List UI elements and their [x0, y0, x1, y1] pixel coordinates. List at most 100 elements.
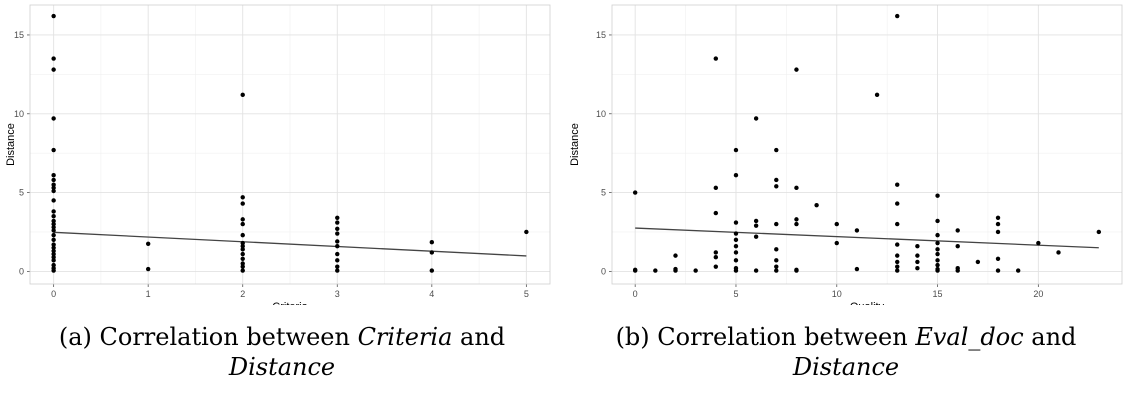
caption-a-prefix: (a) Correlation between — [58, 323, 358, 351]
data-point — [774, 247, 779, 252]
data-point — [240, 221, 245, 227]
data-point — [1096, 229, 1102, 235]
data-point — [240, 243, 245, 249]
data-point — [335, 243, 340, 249]
data-point — [895, 13, 900, 19]
data-point — [51, 232, 56, 238]
scatter-plot-criteria-distance: 0 1 2 3 4 5 0 5 10 15 Criteria Distance — [5, 4, 551, 305]
data-point — [335, 226, 340, 232]
scatter-plot-quality-distance: 0 5 10 15 20 0 5 10 15 Quality Distance — [569, 4, 1123, 305]
data-point — [854, 266, 860, 272]
data-point — [753, 223, 759, 228]
y-tick-label: 10 — [14, 109, 24, 119]
data-point — [733, 220, 739, 225]
data-point — [995, 256, 1001, 261]
caption-a-mid: and — [452, 323, 506, 351]
x-tick-label: 15 — [933, 289, 943, 299]
data-point — [51, 214, 56, 219]
data-point — [335, 231, 340, 236]
data-point — [935, 262, 940, 268]
panel-criteria: 0 1 2 3 4 5 0 5 10 15 Criteria Distance (a) Correla… — [5, 4, 551, 381]
data-point — [935, 258, 940, 263]
caption-a-term1: Criteria — [357, 323, 453, 351]
data-point — [774, 177, 779, 183]
data-point — [335, 251, 340, 257]
caption-a-term2: Distance — [228, 353, 336, 381]
x-axis-title: Quality — [850, 301, 885, 305]
data-point — [733, 147, 739, 153]
data-point — [145, 241, 151, 247]
data-point — [814, 202, 819, 208]
data-point — [895, 182, 900, 187]
data-point — [335, 258, 340, 263]
caption-b-term1: Eval_doc — [915, 323, 1024, 351]
data-point — [673, 253, 678, 258]
data-point — [935, 240, 940, 246]
data-point — [733, 250, 739, 255]
data-point — [51, 245, 56, 250]
data-point — [632, 268, 638, 273]
data-point — [995, 221, 1001, 227]
data-point — [240, 268, 245, 273]
data-point — [51, 13, 56, 19]
plot-border — [611, 4, 1123, 285]
data-point — [733, 173, 739, 178]
data-point — [429, 268, 435, 273]
data-point — [733, 258, 739, 263]
data-point — [51, 258, 56, 263]
data-point — [51, 221, 56, 227]
data-point — [51, 182, 56, 187]
data-point — [240, 256, 245, 261]
data-point — [693, 268, 698, 273]
data-point — [774, 147, 779, 153]
x-tick-label: 1 — [146, 289, 151, 299]
data-point — [335, 220, 340, 225]
data-point — [240, 195, 245, 200]
data-point — [774, 221, 779, 227]
y-tick-label: 5 — [601, 188, 606, 198]
data-point — [915, 243, 920, 249]
data-point — [794, 185, 799, 191]
data-point — [51, 268, 56, 273]
data-point — [51, 218, 56, 224]
data-point — [51, 237, 56, 243]
y-tick-label: 5 — [19, 188, 24, 198]
data-point — [240, 251, 245, 257]
data-point — [895, 264, 900, 269]
data-point — [895, 268, 900, 273]
data-point — [51, 198, 56, 203]
data-point — [51, 209, 56, 214]
y-tick-label: 0 — [601, 266, 606, 276]
y-tick-label: 15 — [14, 30, 24, 40]
x-tick-label: 0 — [51, 289, 56, 299]
data-point — [1015, 268, 1021, 273]
data-point — [713, 255, 719, 260]
x-tick-label: 20 — [1033, 289, 1043, 299]
data-point — [51, 225, 56, 230]
y-tick-label: 15 — [596, 30, 606, 40]
data-point — [1036, 240, 1041, 246]
data-point — [774, 268, 779, 273]
x-tick-label: 4 — [429, 289, 434, 299]
data-point — [51, 147, 56, 153]
data-point — [774, 258, 779, 263]
data-point — [713, 56, 719, 61]
data-point — [895, 253, 900, 258]
y-axis-title: Distance — [569, 123, 581, 166]
data-point — [51, 255, 56, 260]
data-point — [955, 228, 960, 233]
data-point — [733, 231, 739, 236]
caption-b-mid: and — [1023, 323, 1077, 351]
data-point — [335, 215, 340, 220]
data-point — [733, 237, 739, 243]
x-tick-label: 3 — [335, 289, 340, 299]
caption-b: (b) Correlation between Eval_doc and Dis… — [572, 322, 1120, 382]
data-point — [51, 262, 56, 268]
panel-quality: 0 5 10 15 20 0 5 10 15 Quality Distance (b) Correl… — [564, 0, 1128, 405]
x-tick-label: 0 — [633, 289, 638, 299]
data-point — [794, 268, 799, 273]
data-point — [895, 221, 900, 227]
data-point — [240, 232, 245, 238]
data-point — [975, 259, 981, 265]
data-point — [673, 268, 678, 273]
